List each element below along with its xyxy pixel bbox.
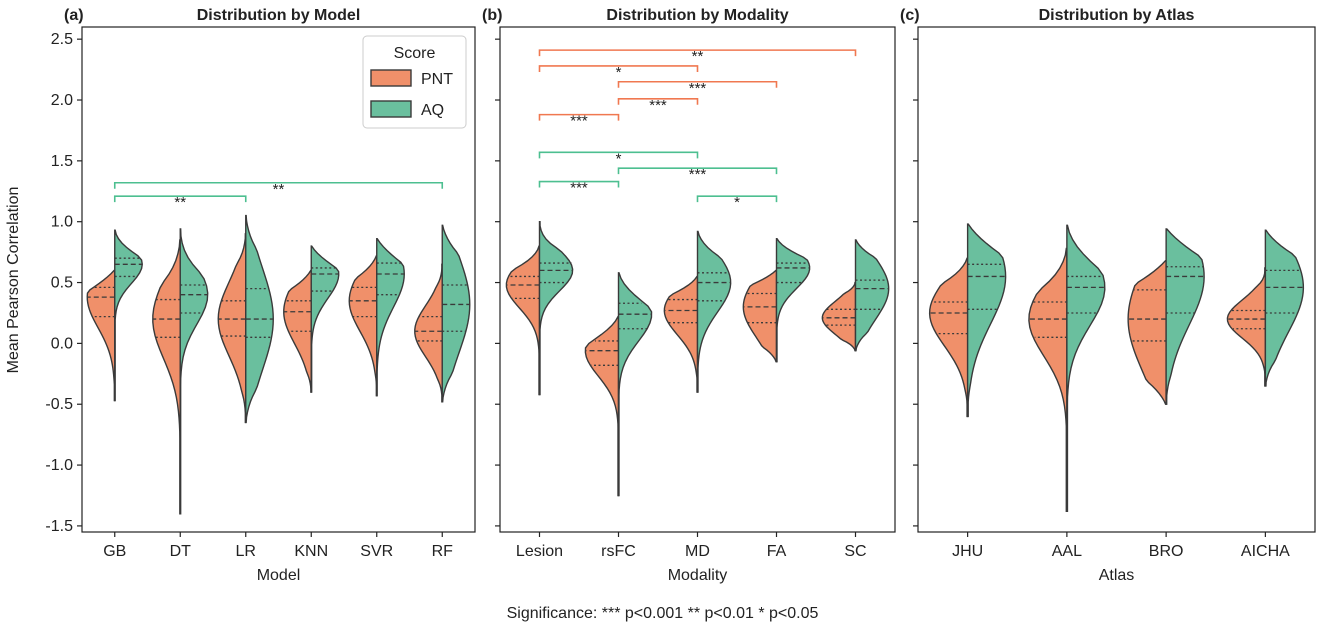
x-axis-label: Atlas xyxy=(1099,567,1135,584)
x-tick-label-gb: GB xyxy=(103,543,126,560)
panel-b: Distribution by Modality (b) Lesion rsFC MD F… xyxy=(482,7,896,584)
y-axis-label: Mean Pearson Correlation xyxy=(5,187,22,374)
x-tick-label-fa: FA xyxy=(767,543,787,560)
y-tick-label: 1.0 xyxy=(51,214,73,231)
x-tick-label-rf: RF xyxy=(432,543,454,560)
panel-c: Distribution by Atlas (c) JHU AAL BRO AICHA At… xyxy=(900,7,1316,584)
x-tick-label-svr: SVR xyxy=(360,543,393,560)
y-tick-label: 2.5 xyxy=(51,31,73,48)
x-tick-label-sc: SC xyxy=(844,543,866,560)
y-tick-label: -1.5 xyxy=(45,518,73,535)
x-tick-label-bro: BRO xyxy=(1149,543,1184,560)
violin-pnt-jhu xyxy=(928,257,969,418)
x-tick-label-aal: AAL xyxy=(1052,543,1082,560)
violin-aq-jhu xyxy=(966,223,1007,418)
violin-aq-gb xyxy=(114,229,143,402)
legend: Score PNT AQ xyxy=(362,35,467,129)
x-tick-label-knn: KNN xyxy=(294,543,328,560)
violin-aq-knn xyxy=(310,245,340,393)
x-tick-label-md: MD xyxy=(685,543,710,560)
significance-label: *** xyxy=(570,180,588,197)
significance-bracket xyxy=(696,195,778,203)
violin-pnt-bro xyxy=(1127,259,1167,405)
significance-label: *** xyxy=(570,113,588,130)
significance-footnote: Significance: *** p<0.001 ** p<0.01 * p<… xyxy=(506,605,819,622)
x-tick-label-rsfc: rsFC xyxy=(601,543,636,560)
y-tick-label: -0.5 xyxy=(45,396,73,413)
y-tick-label: 1.5 xyxy=(51,153,73,170)
significance-bracket xyxy=(538,113,620,121)
significance-label: *** xyxy=(689,166,707,183)
violin-pnt-lr xyxy=(217,233,247,424)
panel-title: Distribution by Atlas xyxy=(1039,7,1195,24)
legend-swatch-pnt xyxy=(370,69,412,87)
violin-pnt-rsfc xyxy=(584,315,620,497)
significance-label: * xyxy=(616,150,622,167)
significance-label: ** xyxy=(273,181,285,198)
violin-aq-rsfc xyxy=(617,272,653,497)
violin-aq-aicha xyxy=(1264,229,1305,387)
violin-aq-fa xyxy=(775,238,811,363)
x-axis-label: Model xyxy=(257,567,301,584)
x-tick-label-jhu: JHU xyxy=(952,543,983,560)
panel-label: (c) xyxy=(900,7,920,24)
panel-title: Distribution by Modality xyxy=(606,7,788,24)
significance-label: ** xyxy=(174,194,186,211)
plot-frame xyxy=(81,26,476,533)
violin-pnt-md xyxy=(663,275,699,393)
violin-aq-dt xyxy=(179,228,209,515)
violin-pnt-aicha xyxy=(1226,267,1267,387)
violin-aq-md xyxy=(696,230,732,393)
panel-title: Distribution by Model xyxy=(197,7,361,24)
significance-bracket xyxy=(617,97,699,105)
x-tick-label-dt: DT xyxy=(170,543,192,560)
violin-aq-sc xyxy=(854,239,890,352)
y-tick-label: -1.0 xyxy=(45,457,73,474)
violin-aq-aal xyxy=(1066,224,1106,513)
violin-pnt-sc xyxy=(821,281,857,352)
legend-label-aq: AQ xyxy=(421,102,444,119)
violin-aq-lesion xyxy=(538,220,574,396)
significance-bracket xyxy=(538,180,620,188)
legend-label-pnt: PNT xyxy=(421,71,453,88)
figure: Distribution by Model (a) -1.5 -1.0 -0.5 0.0 0… xyxy=(5,7,1316,584)
violin-aq-lr xyxy=(245,214,274,424)
significance-label: * xyxy=(734,194,740,211)
significance-bracket xyxy=(113,195,247,203)
significance-label: ** xyxy=(692,48,704,65)
violin-aq-rf xyxy=(441,224,471,403)
violin-pnt-rf xyxy=(414,263,443,403)
x-tick-label-lr: LR xyxy=(236,543,256,560)
significance-label: *** xyxy=(649,97,667,114)
violin-pnt-dt xyxy=(152,239,181,515)
significance-bracket xyxy=(113,181,444,189)
legend-swatch-aq xyxy=(370,100,412,118)
y-tick-label: 0.0 xyxy=(51,335,73,352)
x-tick-label-lesion: Lesion xyxy=(516,543,563,560)
panel-label: (a) xyxy=(64,7,84,24)
panel-label: (b) xyxy=(482,7,502,24)
x-tick-label-aicha: AICHA xyxy=(1241,543,1290,560)
violin-aq-bro xyxy=(1165,228,1205,405)
plot-frame xyxy=(917,26,1316,533)
y-tick-label: 2.0 xyxy=(51,92,73,109)
significance-bracket xyxy=(617,167,778,175)
significance-bracket xyxy=(538,151,699,159)
significance-label: * xyxy=(616,64,622,81)
legend-title: Score xyxy=(394,45,436,62)
violin-aq-svr xyxy=(376,238,405,397)
panel-a: Distribution by Model (a) -1.5 -1.0 -0.5 0.0 0… xyxy=(45,7,476,584)
x-axis-label: Modality xyxy=(668,567,728,584)
violin-pnt-svr xyxy=(348,255,378,397)
significance-bracket xyxy=(617,80,778,88)
significance-bracket xyxy=(538,65,699,72)
significance-bracket xyxy=(538,49,857,57)
y-tick-label: 0.5 xyxy=(51,275,73,292)
significance-label: *** xyxy=(689,80,707,97)
violin-pnt-gb xyxy=(86,269,116,402)
violin-pnt-lesion xyxy=(505,245,541,396)
violin-pnt-aal xyxy=(1028,247,1068,513)
violin-pnt-fa xyxy=(742,269,778,363)
